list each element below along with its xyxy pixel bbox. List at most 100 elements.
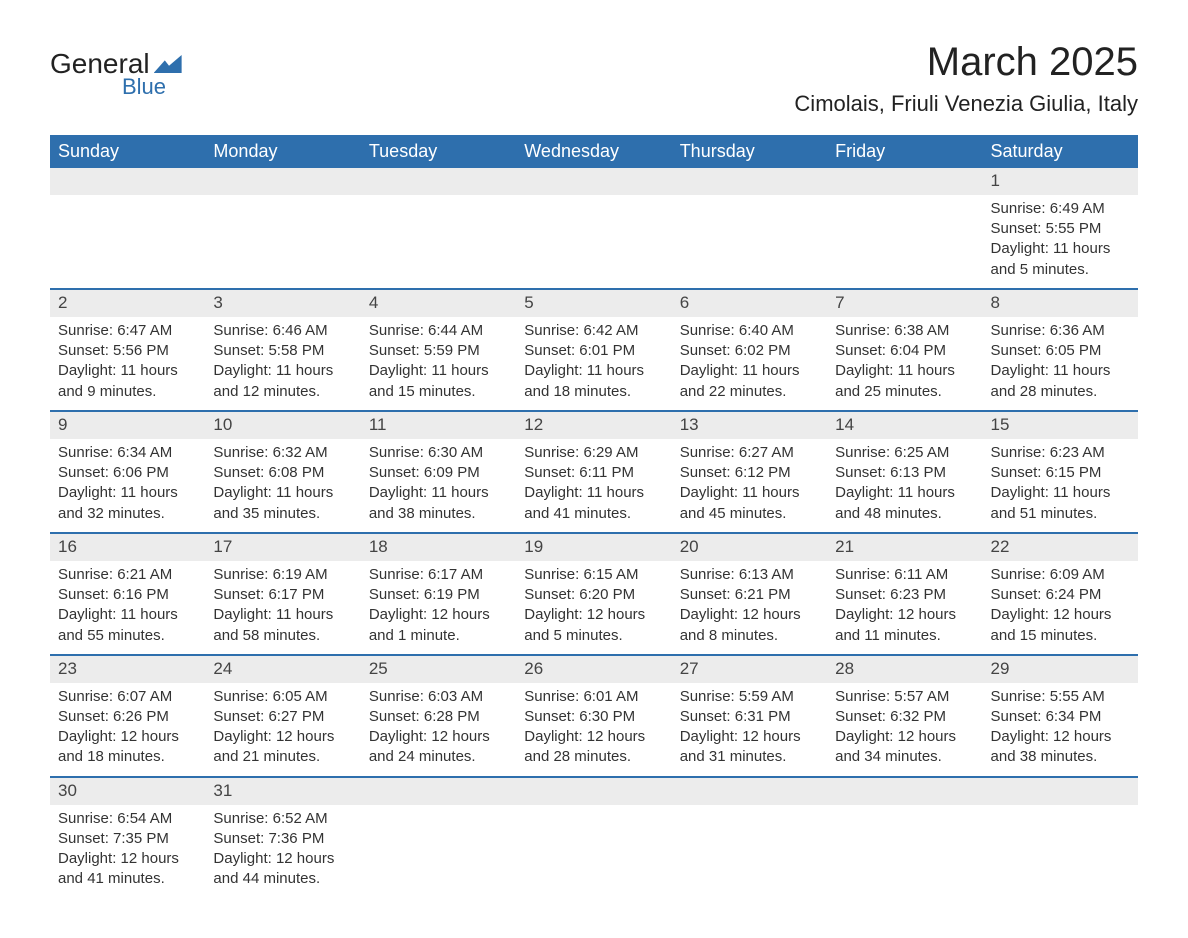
day-detail-cell: Sunrise: 6:21 AMSunset: 6:16 PMDaylight:… [50,561,205,655]
calendar-table: Sunday Monday Tuesday Wednesday Thursday… [50,135,1138,898]
daylight-text: Daylight: 11 hours and 45 minutes. [680,483,819,524]
sunrise-text: Sunrise: 6:52 AM [213,809,352,829]
sunrise-text: Sunrise: 6:23 AM [991,443,1130,463]
logo-icon [154,55,182,73]
sunrise-text: Sunrise: 6:30 AM [369,443,508,463]
sunrise-text: Sunrise: 6:49 AM [991,199,1130,219]
day-detail-cell [516,195,671,289]
day-detail-cell: Sunrise: 6:36 AMSunset: 6:05 PMDaylight:… [983,317,1138,411]
sunset-text: Sunset: 6:09 PM [369,463,508,483]
sunrise-text: Sunrise: 6:09 AM [991,565,1130,585]
sunrise-text: Sunrise: 6:07 AM [58,687,197,707]
daylight-text: Daylight: 11 hours and 32 minutes. [58,483,197,524]
day-detail-row: Sunrise: 6:21 AMSunset: 6:16 PMDaylight:… [50,561,1138,655]
weekday-header: Monday [205,135,360,168]
day-number-cell: 8 [983,289,1138,317]
sunrise-text: Sunrise: 6:38 AM [835,321,974,341]
day-detail-cell: Sunrise: 6:13 AMSunset: 6:21 PMDaylight:… [672,561,827,655]
sunset-text: Sunset: 6:13 PM [835,463,974,483]
day-detail-cell: Sunrise: 6:47 AMSunset: 5:56 PMDaylight:… [50,317,205,411]
day-number-cell [50,168,205,195]
day-detail-cell: Sunrise: 6:34 AMSunset: 6:06 PMDaylight:… [50,439,205,533]
day-number-cell: 31 [205,777,360,805]
day-number-row: 2345678 [50,289,1138,317]
day-detail-cell: Sunrise: 6:32 AMSunset: 6:08 PMDaylight:… [205,439,360,533]
sunset-text: Sunset: 6:08 PM [213,463,352,483]
daylight-text: Daylight: 11 hours and 58 minutes. [213,605,352,646]
sunrise-text: Sunrise: 6:11 AM [835,565,974,585]
day-number-row: 16171819202122 [50,533,1138,561]
sunrise-text: Sunrise: 6:54 AM [58,809,197,829]
sunset-text: Sunset: 6:05 PM [991,341,1130,361]
sunset-text: Sunset: 6:20 PM [524,585,663,605]
sunset-text: Sunset: 5:58 PM [213,341,352,361]
daylight-text: Daylight: 11 hours and 51 minutes. [991,483,1130,524]
daylight-text: Daylight: 12 hours and 28 minutes. [524,727,663,768]
sunset-text: Sunset: 6:19 PM [369,585,508,605]
sunrise-text: Sunrise: 6:01 AM [524,687,663,707]
daylight-text: Daylight: 11 hours and 28 minutes. [991,361,1130,402]
day-number-cell: 25 [361,655,516,683]
sunset-text: Sunset: 6:26 PM [58,707,197,727]
day-detail-row: Sunrise: 6:47 AMSunset: 5:56 PMDaylight:… [50,317,1138,411]
location: Cimolais, Friuli Venezia Giulia, Italy [794,91,1138,117]
daylight-text: Daylight: 12 hours and 41 minutes. [58,849,197,890]
daylight-text: Daylight: 11 hours and 15 minutes. [369,361,508,402]
day-number-cell: 10 [205,411,360,439]
sunset-text: Sunset: 5:55 PM [991,219,1130,239]
day-detail-cell: Sunrise: 6:25 AMSunset: 6:13 PMDaylight:… [827,439,982,533]
sunset-text: Sunset: 7:36 PM [213,829,352,849]
day-number-cell: 2 [50,289,205,317]
day-number-cell: 5 [516,289,671,317]
day-detail-row: Sunrise: 6:54 AMSunset: 7:35 PMDaylight:… [50,805,1138,898]
day-detail-cell: Sunrise: 6:49 AMSunset: 5:55 PMDaylight:… [983,195,1138,289]
day-number-cell [827,168,982,195]
day-number-cell [361,168,516,195]
weekday-header: Saturday [983,135,1138,168]
sunset-text: Sunset: 6:24 PM [991,585,1130,605]
day-number-cell: 18 [361,533,516,561]
sunrise-text: Sunrise: 6:47 AM [58,321,197,341]
day-number-cell [672,168,827,195]
sunset-text: Sunset: 6:27 PM [213,707,352,727]
sunset-text: Sunset: 6:32 PM [835,707,974,727]
sunrise-text: Sunrise: 6:42 AM [524,321,663,341]
sunrise-text: Sunrise: 6:27 AM [680,443,819,463]
daylight-text: Daylight: 11 hours and 5 minutes. [991,239,1130,280]
daylight-text: Daylight: 11 hours and 38 minutes. [369,483,508,524]
day-number-cell: 13 [672,411,827,439]
logo-text-blue: Blue [122,74,166,100]
day-number-cell: 20 [672,533,827,561]
day-detail-cell [50,195,205,289]
daylight-text: Daylight: 12 hours and 5 minutes. [524,605,663,646]
day-number-cell: 9 [50,411,205,439]
day-detail-cell [516,805,671,898]
sunset-text: Sunset: 5:59 PM [369,341,508,361]
daylight-text: Daylight: 12 hours and 11 minutes. [835,605,974,646]
sunrise-text: Sunrise: 5:59 AM [680,687,819,707]
day-number-cell [983,777,1138,805]
day-number-cell [827,777,982,805]
sunrise-text: Sunrise: 6:15 AM [524,565,663,585]
day-number-cell: 29 [983,655,1138,683]
day-detail-cell: Sunrise: 6:54 AMSunset: 7:35 PMDaylight:… [50,805,205,898]
sunrise-text: Sunrise: 6:32 AM [213,443,352,463]
sunrise-text: Sunrise: 6:05 AM [213,687,352,707]
day-detail-cell: Sunrise: 6:15 AMSunset: 6:20 PMDaylight:… [516,561,671,655]
sunset-text: Sunset: 6:06 PM [58,463,197,483]
daylight-text: Daylight: 12 hours and 18 minutes. [58,727,197,768]
day-number-cell: 17 [205,533,360,561]
day-detail-row: Sunrise: 6:07 AMSunset: 6:26 PMDaylight:… [50,683,1138,777]
title-block: March 2025 Cimolais, Friuli Venezia Giul… [794,40,1138,117]
day-number-cell [361,777,516,805]
month-title: March 2025 [794,40,1138,85]
daylight-text: Daylight: 11 hours and 55 minutes. [58,605,197,646]
sunrise-text: Sunrise: 6:25 AM [835,443,974,463]
daylight-text: Daylight: 12 hours and 34 minutes. [835,727,974,768]
day-number-cell: 12 [516,411,671,439]
sunrise-text: Sunrise: 6:29 AM [524,443,663,463]
daylight-text: Daylight: 12 hours and 8 minutes. [680,605,819,646]
sunset-text: Sunset: 7:35 PM [58,829,197,849]
day-number-cell: 23 [50,655,205,683]
sunset-text: Sunset: 6:28 PM [369,707,508,727]
